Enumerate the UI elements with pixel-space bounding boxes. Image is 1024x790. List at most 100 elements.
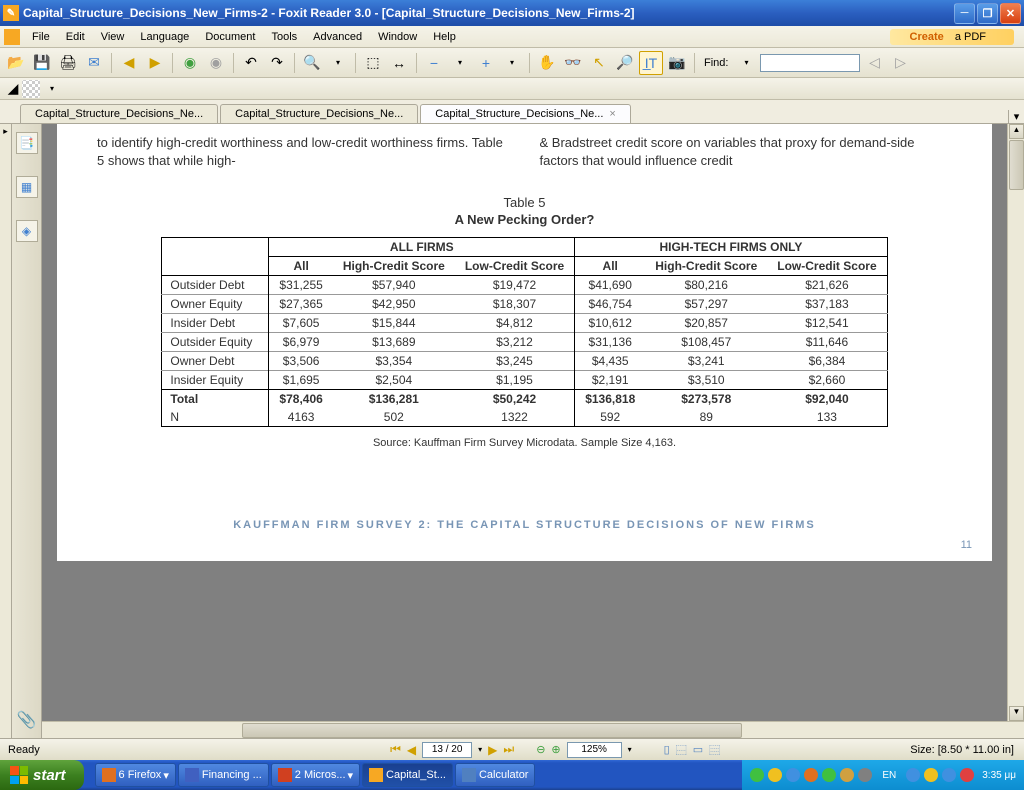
pages-icon[interactable]: ▦ <box>16 176 38 198</box>
scroll-up-icon[interactable]: ▲ <box>1009 124 1024 139</box>
search-button[interactable]: 🔎 <box>613 51 637 75</box>
print-button[interactable]: 🖨 <box>56 51 80 75</box>
cell: $18,307 <box>455 295 575 314</box>
find-input[interactable] <box>760 54 860 72</box>
status-size: Size: [8.50 * 11.00 in] <box>910 744 1024 756</box>
tray-icon[interactable] <box>750 768 764 782</box>
view-continuous-icon[interactable]: ⿱ <box>676 742 687 758</box>
maximize-button[interactable]: ❐ <box>977 3 998 24</box>
menu-window[interactable]: Window <box>370 29 425 45</box>
side-expand-strip[interactable]: ▸ <box>0 124 12 738</box>
dropdown-icon[interactable]: ▾ <box>448 51 472 75</box>
body-text-left: to identify high-credit worthiness and l… <box>97 134 510 170</box>
view-facing-icon[interactable]: ▭ <box>693 743 703 756</box>
find-prev-button[interactable]: ◁ <box>862 51 886 75</box>
tray-icon[interactable] <box>924 768 938 782</box>
tray-icon[interactable] <box>858 768 872 782</box>
fit-width-button[interactable]: ↔ <box>387 51 411 75</box>
find-dropdown-icon[interactable]: ▾ <box>734 51 758 75</box>
document-viewport[interactable]: to identify high-credit worthiness and l… <box>42 124 1024 738</box>
layers-icon[interactable]: ◈ <box>16 220 38 242</box>
page-dropdown-icon[interactable]: ▾ <box>478 745 482 754</box>
menu-document[interactable]: Document <box>197 29 263 45</box>
zoom-in-button[interactable]: ⊕ <box>551 743 560 756</box>
doc-tab[interactable]: Capital_Structure_Decisions_Ne... <box>220 104 418 123</box>
text-select-button[interactable]: I̲T <box>639 51 663 75</box>
zoom-dropdown-icon[interactable]: ▾ <box>628 745 632 754</box>
menu-advanced[interactable]: Advanced <box>305 29 370 45</box>
zoom-in-button[interactable]: + <box>474 51 498 75</box>
prev-page-button[interactable]: ◀ <box>407 743 416 757</box>
language-indicator[interactable]: EN <box>882 770 896 781</box>
snapshot-button[interactable]: 📷 <box>665 51 689 75</box>
tray-icon[interactable] <box>840 768 854 782</box>
taskbar-item[interactable]: 2 Micros...▾ <box>271 763 360 787</box>
create-pdf-button[interactable]: Create a PDF <box>890 29 1014 45</box>
cell: $3,212 <box>455 333 575 352</box>
menu-language[interactable]: Language <box>132 29 197 45</box>
tabs-dropdown-icon[interactable]: ▾ <box>1008 110 1024 123</box>
fit-page-button[interactable]: ⬚ <box>361 51 385 75</box>
menu-tools[interactable]: Tools <box>263 29 305 45</box>
tray-icon[interactable] <box>960 768 974 782</box>
prev-page-button[interactable]: ◀ <box>117 51 141 75</box>
menu-edit[interactable]: Edit <box>58 29 93 45</box>
select-tool-button[interactable]: ↖ <box>587 51 611 75</box>
zoom-out-button[interactable]: − <box>422 51 446 75</box>
next-page-button[interactable]: ▶ <box>488 743 497 757</box>
page-input[interactable] <box>422 742 472 758</box>
hand-tool-button[interactable]: ✋ <box>535 51 559 75</box>
back-button[interactable]: ◉ <box>178 51 202 75</box>
horizontal-scrollbar[interactable] <box>42 721 1024 738</box>
close-button[interactable]: ✕ <box>1000 3 1021 24</box>
start-button[interactable]: start <box>0 760 84 790</box>
dropdown-icon[interactable]: ▾ <box>326 51 350 75</box>
tool-button[interactable]: ◢ <box>4 80 22 98</box>
scroll-thumb[interactable] <box>242 723 742 738</box>
dropdown-icon[interactable]: ▾ <box>500 51 524 75</box>
taskbar-item-active[interactable]: Capital_St... <box>362 763 453 787</box>
doc-tab-active[interactable]: Capital_Structure_Decisions_Ne...× <box>420 104 631 123</box>
rotate-left-button[interactable]: ↶ <box>239 51 263 75</box>
zoom-input[interactable] <box>567 742 622 758</box>
open-button[interactable]: 📂 <box>4 51 28 75</box>
vertical-scrollbar[interactable]: ▲ ▼ <box>1007 124 1024 721</box>
forward-button[interactable]: ◉ <box>204 51 228 75</box>
zoom-marquee-button[interactable]: 🔍 <box>300 51 324 75</box>
last-page-button[interactable]: ⏭ <box>503 742 514 757</box>
email-button[interactable]: ✉ <box>82 51 106 75</box>
find-next-button[interactable]: ▷ <box>888 51 912 75</box>
scroll-thumb[interactable] <box>1009 140 1024 190</box>
view-continuous-facing-icon[interactable]: ⿳ <box>709 742 720 758</box>
save-button[interactable]: 💾 <box>30 51 54 75</box>
rotate-right-button[interactable]: ↷ <box>265 51 289 75</box>
scroll-down-icon[interactable]: ▼ <box>1009 706 1024 721</box>
doc-tab[interactable]: Capital_Structure_Decisions_Ne... <box>20 104 218 123</box>
menu-file[interactable]: File <box>24 29 58 45</box>
tray-icon[interactable] <box>804 768 818 782</box>
tray-icon[interactable] <box>768 768 782 782</box>
tray-icon[interactable] <box>786 768 800 782</box>
tool-button[interactable] <box>22 80 40 98</box>
glasses-icon[interactable]: 👓 <box>561 51 585 75</box>
tray-icon[interactable] <box>822 768 836 782</box>
menu-view[interactable]: View <box>93 29 133 45</box>
tray-icon[interactable] <box>942 768 956 782</box>
first-page-button[interactable]: ⏮ <box>390 742 401 757</box>
separator <box>694 53 695 73</box>
view-single-icon[interactable]: ▯ <box>664 743 670 756</box>
taskbar-item[interactable]: 6 Firefox▾ <box>95 763 176 787</box>
dropdown-icon[interactable]: ▾ <box>40 77 64 101</box>
attachments-icon[interactable]: 📎 <box>17 710 37 730</box>
zoom-out-button[interactable]: ⊖ <box>536 743 545 756</box>
cell: $3,506 <box>269 352 333 371</box>
menu-help[interactable]: Help <box>425 29 464 45</box>
tab-close-icon[interactable]: × <box>609 108 615 120</box>
tray-icon[interactable] <box>906 768 920 782</box>
bookmarks-icon[interactable]: 📑 <box>16 132 38 154</box>
taskbar-item[interactable]: Financing ... <box>178 763 269 787</box>
minimize-button[interactable]: ─ <box>954 3 975 24</box>
clock[interactable]: 3:35 μμ <box>982 770 1016 781</box>
next-page-button[interactable]: ▶ <box>143 51 167 75</box>
taskbar-item[interactable]: Calculator <box>455 763 536 787</box>
